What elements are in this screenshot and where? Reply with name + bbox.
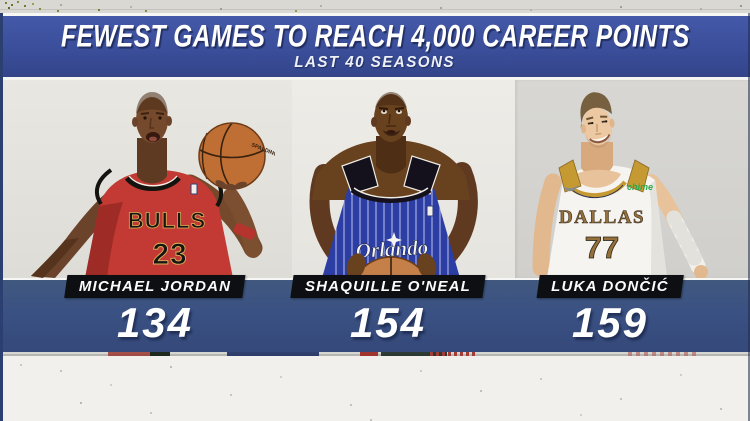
luka-neck bbox=[581, 142, 613, 177]
jordan-wristband bbox=[233, 223, 256, 240]
luka-left-arm bbox=[532, 173, 562, 277]
jordan-hairline bbox=[136, 92, 168, 114]
shaq-ear-right bbox=[405, 116, 411, 126]
luka-jersey-shade bbox=[649, 180, 667, 278]
jordan-jersey bbox=[85, 170, 233, 278]
jordan-ear-left bbox=[132, 117, 138, 127]
games-value-jordan: 134 bbox=[116, 299, 194, 346]
shaq-pupil-right bbox=[397, 109, 401, 113]
shaq-hand-right bbox=[417, 253, 437, 278]
shaq-neck bbox=[376, 136, 406, 174]
jordan-left-forearm bbox=[223, 188, 261, 258]
compression-artifact bbox=[628, 352, 700, 356]
jordan-armhole-left bbox=[94, 168, 113, 206]
luka-strap-left bbox=[558, 159, 582, 193]
ball-seam-h bbox=[199, 149, 265, 159]
shaq-brows bbox=[378, 107, 405, 110]
nike-swoosh-icon bbox=[563, 185, 579, 192]
luka-jersey-number: 77 bbox=[585, 230, 619, 265]
compression-artifact bbox=[381, 352, 447, 356]
luka-head bbox=[580, 92, 615, 148]
shaq-neck-piping bbox=[353, 187, 429, 199]
shaq-pinstripes bbox=[335, 188, 449, 278]
compression-artifact bbox=[360, 352, 378, 356]
shaq-pupil-left bbox=[382, 109, 386, 113]
page-title: FEWEST GAMES TO REACH 4,000 CAREER POINT… bbox=[60, 18, 690, 54]
nameplate-oneal: SHAQUILLE O'NEAL bbox=[290, 275, 486, 298]
compression-artifact bbox=[108, 352, 164, 356]
photo-strip: BULLS 23 SPALDING bbox=[0, 80, 750, 278]
jordan-basketball bbox=[199, 123, 265, 189]
games-value-doncic: 159 bbox=[571, 299, 649, 346]
luka-hand bbox=[694, 265, 708, 278]
jordan-tongue bbox=[149, 136, 157, 142]
luka-jersey-sponsor-text: chime bbox=[627, 182, 653, 192]
luka-doncic-photo: chime DALLAS 77 bbox=[532, 92, 708, 278]
player-name: MICHAEL JORDAN bbox=[78, 278, 232, 295]
shaq-strap-left bbox=[341, 155, 379, 195]
shaq-ear-left bbox=[371, 117, 377, 127]
jordan-neck-trim bbox=[124, 176, 181, 191]
shaquille-oneal-photo: Orlando bbox=[309, 92, 478, 278]
jordan-brows bbox=[140, 112, 165, 115]
nameplate-doncic: LUKA DONČIĆ bbox=[536, 275, 684, 298]
jordan-neck bbox=[137, 138, 167, 184]
jordan-ear-right bbox=[166, 116, 172, 126]
luka-sleeve-shading bbox=[666, 210, 706, 274]
nameplate-jordan: MICHAEL JORDAN bbox=[64, 275, 246, 298]
compression-artifact bbox=[150, 352, 170, 356]
jordan-eye-left bbox=[143, 116, 147, 120]
stat-column-jordan: MICHAEL JORDAN 134 bbox=[40, 275, 270, 346]
shaq-nose bbox=[386, 113, 396, 127]
luka-jersey-team-text: DALLAS bbox=[559, 207, 645, 228]
jordan-forearm-shade bbox=[31, 238, 79, 278]
luka-chest-skin bbox=[573, 169, 621, 188]
magic-star-icon bbox=[386, 232, 402, 248]
shaq-neck-trim bbox=[350, 187, 432, 203]
header-banner: FEWEST GAMES TO REACH 4,000 CAREER POINT… bbox=[0, 13, 750, 80]
games-value-oneal: 154 bbox=[349, 299, 427, 346]
right-frame-edge bbox=[748, 13, 750, 421]
luka-strap-right bbox=[626, 159, 650, 193]
shaq-mouth bbox=[386, 130, 396, 134]
stat-column-doncic: LUKA DONČIĆ 159 bbox=[495, 275, 725, 346]
michael-jordan-photo: BULLS 23 SPALDING bbox=[31, 92, 275, 278]
player-name: LUKA DONČIĆ bbox=[551, 278, 669, 295]
jordan-jersey-shade bbox=[85, 202, 123, 278]
top-strip bbox=[0, 0, 750, 13]
noise-specks-olive bbox=[5, 2, 7, 4]
jordan-nose bbox=[149, 117, 154, 129]
jordan-eye-right bbox=[158, 116, 162, 120]
top-strip-line bbox=[0, 9, 750, 10]
jordan-jersey-number: 23 bbox=[152, 238, 187, 271]
noise-specks-gray bbox=[60, 4, 62, 6]
jordan-neck-piping bbox=[128, 175, 178, 187]
shaq-strap-right bbox=[403, 155, 441, 195]
nba-logo-patch bbox=[426, 205, 434, 217]
shaq-hand-left bbox=[346, 253, 366, 278]
compression-artifact bbox=[227, 352, 319, 356]
jordan-jersey-team-text: BULLS bbox=[128, 208, 206, 233]
stat-column-oneal: SHAQUILLE O'NEAL 154 bbox=[273, 275, 503, 346]
stats-bar: MICHAEL JORDAN 134 SHAQUILLE O'NEAL 154 … bbox=[0, 275, 750, 352]
player-name: SHAQUILLE O'NEAL bbox=[304, 278, 472, 295]
luka-neck-trim-line bbox=[570, 184, 624, 199]
bottom-strip bbox=[0, 356, 750, 421]
shaq-hairline bbox=[375, 92, 407, 108]
compression-artifact bbox=[430, 352, 476, 356]
nba-logo-patch bbox=[190, 183, 198, 195]
jordan-fingers bbox=[215, 180, 247, 191]
shaq-head bbox=[374, 94, 408, 142]
noise-specks-bottom bbox=[20, 364, 22, 366]
left-frame-edge bbox=[0, 13, 3, 421]
page-subtitle: LAST 40 SEASONS bbox=[294, 53, 456, 71]
